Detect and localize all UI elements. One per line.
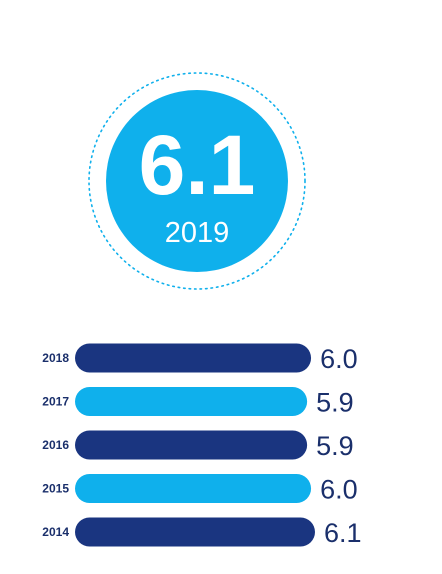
bar [75, 387, 308, 416]
category-label: 2016 [42, 438, 69, 452]
bar-group: 2018 6.0 2017 5.9 2016 5.9 2015 6.0 2014 6.1 [42, 343, 362, 548]
value-label: 6.0 [320, 475, 358, 505]
category-label: 2015 [42, 482, 69, 496]
value-label: 5.9 [316, 431, 354, 461]
value-label: 6.1 [324, 518, 362, 548]
value-label: 6.0 [320, 344, 358, 374]
category-label: 2017 [42, 395, 69, 409]
category-label: 2018 [42, 351, 69, 365]
bar [75, 474, 312, 503]
bar [75, 343, 312, 373]
bar [75, 517, 315, 547]
hero-year: 2019 [165, 217, 230, 249]
category-label: 2014 [42, 525, 69, 539]
hero-circle [106, 90, 288, 272]
hero-value: 6.1 [139, 118, 256, 212]
value-label: 5.9 [316, 388, 354, 418]
hero-dotted-ring [88, 72, 306, 290]
bar [75, 430, 308, 460]
